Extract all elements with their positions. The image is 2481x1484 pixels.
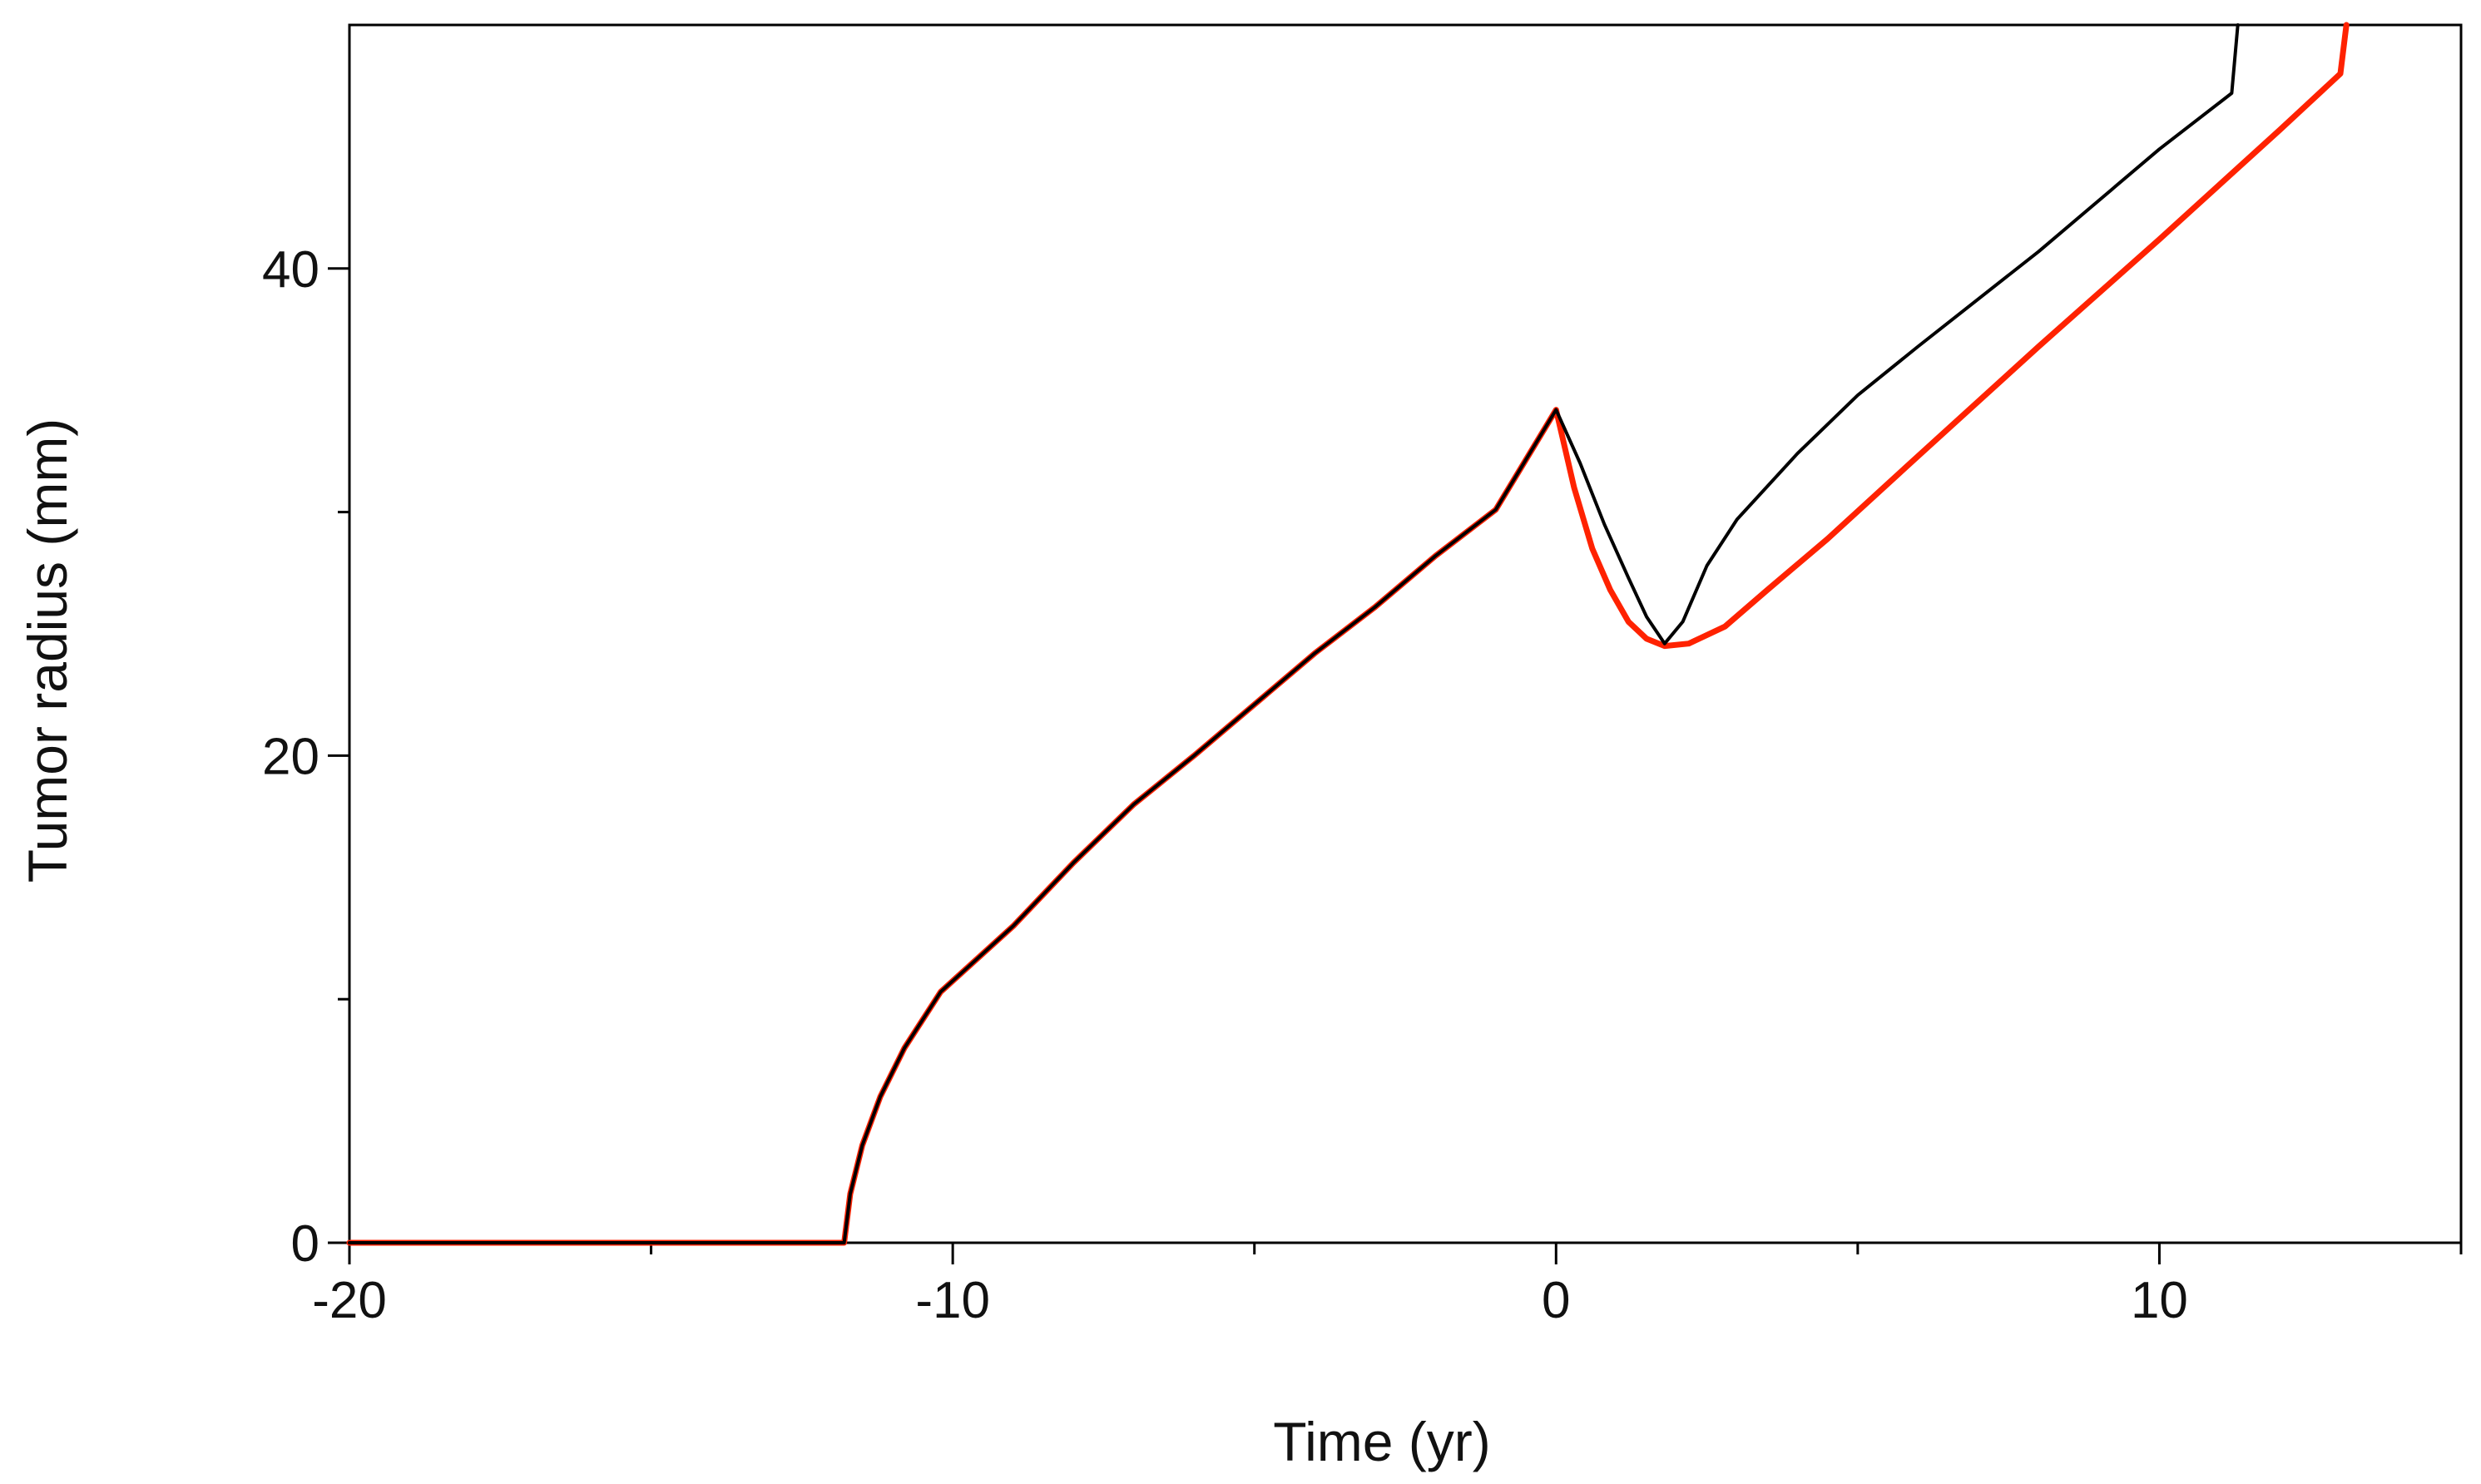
- y-axis-title: Tumor radius (mm): [17, 418, 78, 883]
- x-axis-title: Time (yr): [1273, 1411, 1491, 1472]
- y-axis: 0 20 40: [262, 241, 349, 1273]
- series-line-1: [346, 22, 2350, 1246]
- y-tick-label: 40: [262, 241, 319, 299]
- x-tick-label: -20: [312, 1272, 387, 1329]
- y-tick-label: 0: [291, 1215, 319, 1273]
- series-line-2: [348, 23, 2240, 1244]
- x-tick-label: 10: [2131, 1272, 2188, 1329]
- plot-frame: [348, 23, 2463, 1244]
- y-tick-label: 20: [262, 728, 319, 785]
- x-axis: -20 -10 0 10: [312, 1243, 2463, 1329]
- x-tick-label: 0: [1542, 1272, 1570, 1329]
- series-layer: [346, 22, 2350, 1246]
- x-tick-label: -10: [915, 1272, 990, 1329]
